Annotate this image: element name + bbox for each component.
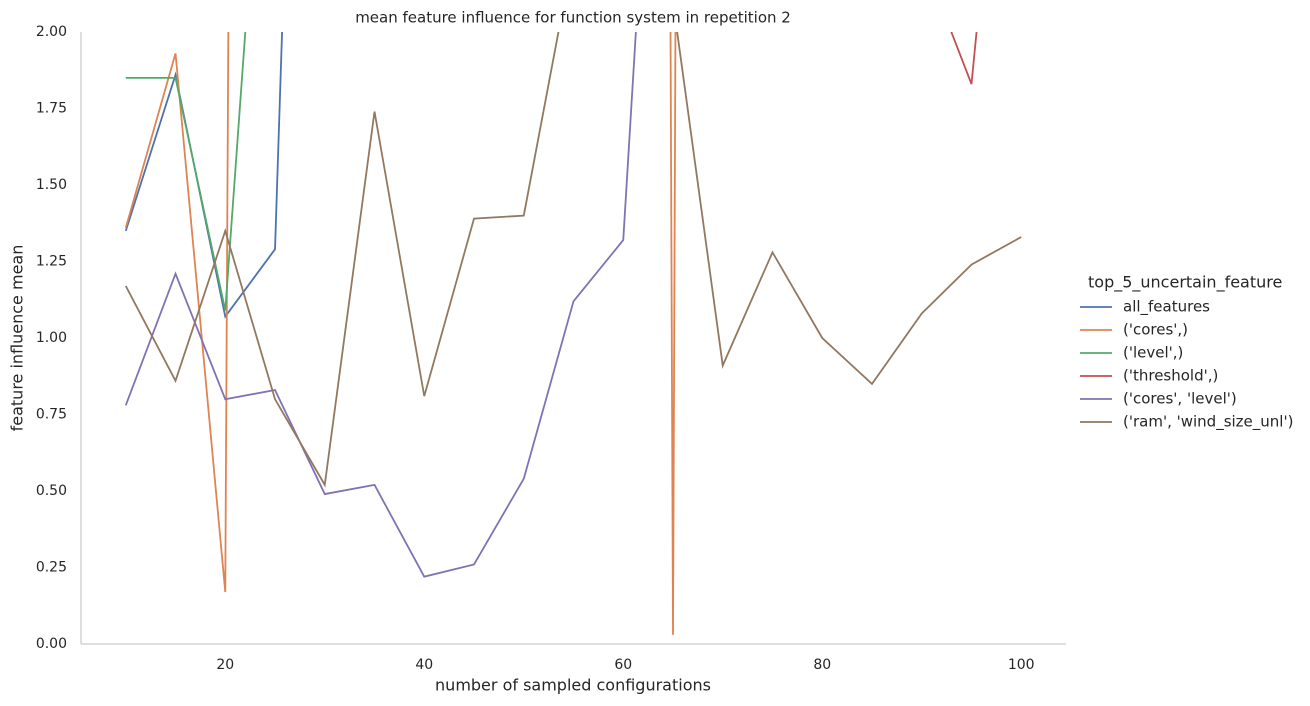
series-line xyxy=(124,32,283,319)
series-line xyxy=(124,32,1022,488)
plot-area xyxy=(124,32,1022,635)
series-line xyxy=(124,32,637,578)
y-tick-label: 2.00 xyxy=(36,24,67,40)
legend-label: ('ram', 'wind_size_unl') xyxy=(1123,413,1293,432)
y-tick-label: 1.50 xyxy=(36,177,67,193)
x-tick-label: 20 xyxy=(216,657,234,673)
legend-label: all_features xyxy=(1123,298,1210,317)
y-tick-label: 0.75 xyxy=(36,407,67,423)
x-tick-label: 100 xyxy=(1008,657,1035,673)
y-axis-label: feature influence mean xyxy=(8,245,27,432)
legend-title: top_5_uncertain_feature xyxy=(1088,273,1282,293)
y-tick-label: 0.25 xyxy=(36,560,67,576)
x-tick-label: 80 xyxy=(813,657,831,673)
legend-label: ('cores', 'level') xyxy=(1123,390,1237,408)
x-tick-label: 60 xyxy=(614,657,632,673)
legend-label: ('cores',) xyxy=(1123,321,1188,339)
y-tick-label: 1.75 xyxy=(36,101,67,117)
y-tick-label: 0.00 xyxy=(36,636,67,652)
legend-label: ('level',) xyxy=(1123,344,1183,362)
series-line xyxy=(124,32,677,635)
series-line xyxy=(950,32,978,85)
y-tick-label: 1.00 xyxy=(36,330,67,346)
x-tick-label: 40 xyxy=(415,657,433,673)
legend-label: ('threshold',) xyxy=(1123,367,1218,385)
chart-title: mean feature influence for function syst… xyxy=(355,9,791,27)
series-line xyxy=(125,32,247,311)
x-axis-label: number of sampled configurations xyxy=(435,676,711,695)
y-tick-label: 1.25 xyxy=(36,254,67,270)
y-tick-label: 0.50 xyxy=(36,483,67,499)
